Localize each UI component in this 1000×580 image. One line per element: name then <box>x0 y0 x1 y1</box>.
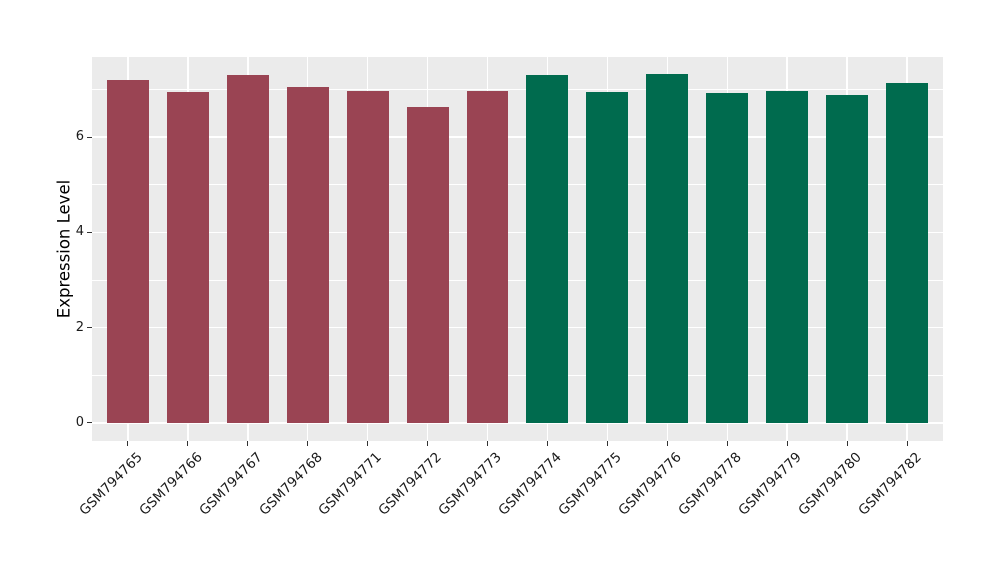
x-tick-mark <box>307 441 309 446</box>
x-tick-label: GSM794779 <box>735 449 805 519</box>
bar-GSM794766 <box>166 92 209 423</box>
x-tick-mark <box>906 441 908 446</box>
x-tick-label: GSM794765 <box>76 449 146 519</box>
gridline-major-y <box>92 136 943 138</box>
bar-GSM794771 <box>346 91 389 423</box>
bar-GSM794773 <box>466 90 509 423</box>
x-tick-label: GSM794772 <box>375 449 446 519</box>
bar-GSM794779 <box>766 90 809 423</box>
x-tick-mark <box>726 441 728 446</box>
y-tick-label: 6 <box>75 129 84 145</box>
bar-GSM794782 <box>886 83 928 423</box>
x-tick-label: GSM794780 <box>795 449 865 519</box>
x-tick-mark <box>546 441 548 446</box>
gridline-minor-y <box>92 184 943 186</box>
x-tick-mark <box>606 441 608 446</box>
y-tick-label: 2 <box>75 319 84 335</box>
x-tick-label: GSM794775 <box>555 449 626 519</box>
x-tick-mark <box>367 441 369 446</box>
x-tick-mark <box>666 441 668 446</box>
gridline-minor-y <box>92 88 943 90</box>
y-tick-mark <box>87 136 92 138</box>
gridline-major-y <box>92 231 943 234</box>
bar-GSM794776 <box>646 73 689 423</box>
x-tick-label: GSM794782 <box>855 449 925 519</box>
bar-GSM794772 <box>406 107 449 423</box>
x-tick-label: GSM794778 <box>675 449 745 519</box>
x-tick-mark <box>247 441 249 446</box>
x-tick-label: GSM794768 <box>255 449 326 519</box>
y-tick-mark <box>87 422 92 424</box>
x-tick-mark <box>846 441 848 446</box>
y-tick-mark <box>87 231 92 233</box>
bar-GSM794775 <box>586 92 629 423</box>
bar-GSM794767 <box>226 75 269 423</box>
x-tick-label: GSM794767 <box>195 449 266 519</box>
x-tick-mark <box>187 441 189 446</box>
x-tick-mark <box>786 441 788 446</box>
y-axis-title: Expression Level <box>54 179 74 319</box>
x-tick-label: GSM794771 <box>315 449 386 519</box>
bar-GSM794778 <box>706 93 749 423</box>
x-tick-label: GSM794776 <box>615 449 685 519</box>
y-tick-label: 0 <box>75 414 84 430</box>
y-tick-mark <box>87 327 92 329</box>
bar-GSM794780 <box>826 95 869 423</box>
gridline-major-y <box>92 422 943 424</box>
gridline-major-y <box>92 326 943 329</box>
y-tick-label: 4 <box>75 224 84 240</box>
x-tick-mark <box>127 441 129 446</box>
bar-GSM794774 <box>526 74 569 423</box>
gridline-minor-y <box>92 279 943 281</box>
x-tick-mark <box>427 441 429 446</box>
x-tick-label: GSM794773 <box>435 449 506 519</box>
plot-panel <box>92 57 943 441</box>
x-tick-label: GSM794774 <box>495 449 566 519</box>
gridline-minor-y <box>92 374 943 376</box>
bar-GSM794765 <box>106 79 149 423</box>
bar-GSM794768 <box>286 87 329 423</box>
x-tick-label: GSM794766 <box>136 449 206 519</box>
x-tick-mark <box>487 441 489 446</box>
